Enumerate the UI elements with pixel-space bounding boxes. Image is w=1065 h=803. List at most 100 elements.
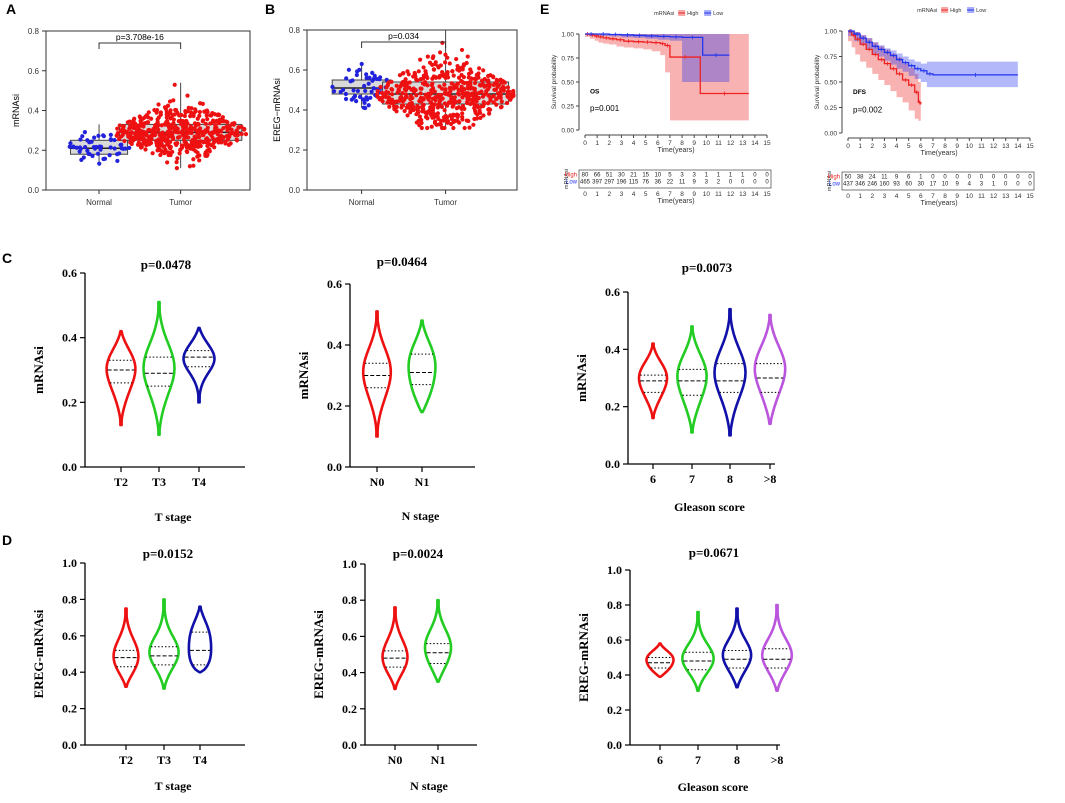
data-point <box>219 119 224 124</box>
data-point <box>415 78 420 83</box>
data-point <box>467 125 472 130</box>
chart-title: p=0.0152 <box>143 546 193 561</box>
data-point <box>78 137 83 142</box>
risk-count: 17 <box>930 182 937 188</box>
data-point <box>390 92 395 97</box>
risk-count: 1 <box>717 173 721 179</box>
data-point <box>82 129 87 135</box>
data-point <box>165 160 170 165</box>
data-point <box>174 166 179 171</box>
data-point <box>470 86 476 91</box>
risk-count: 437 <box>843 182 854 188</box>
data-point <box>159 132 164 137</box>
violin-shape <box>637 342 669 420</box>
data-point <box>438 122 443 127</box>
data-point <box>439 86 445 91</box>
data-point <box>397 98 402 103</box>
risk-x-tick-label: 8 <box>943 193 947 200</box>
y-tick-label: 0.4 <box>607 668 622 682</box>
data-point <box>205 128 210 134</box>
data-point <box>175 126 180 131</box>
data-point <box>165 103 171 108</box>
risk-count: 93 <box>893 182 900 188</box>
data-point <box>179 121 184 127</box>
data-point <box>344 76 349 81</box>
data-point <box>506 95 511 100</box>
risk-count: 0 <box>968 175 972 181</box>
data-point <box>155 117 160 122</box>
y-tick-label: 0.6 <box>605 285 620 299</box>
data-point <box>219 140 224 145</box>
data-point <box>162 132 167 137</box>
survival-type-label: OS <box>590 89 600 96</box>
box-dot-chart-A: 0.0 0.2 0.4 0.6 0.8 mRNAsi Normal Tumor p=3.708e… <box>11 27 251 207</box>
data-point <box>188 113 193 118</box>
data-point <box>450 69 455 74</box>
x-tick-label: 4 <box>895 143 899 150</box>
data-point <box>370 70 375 75</box>
data-point <box>442 108 447 113</box>
data-point <box>459 47 465 53</box>
data-point <box>405 113 410 118</box>
data-point <box>501 88 506 93</box>
data-point <box>150 151 155 156</box>
risk-x-tick-label: 1 <box>858 193 862 200</box>
data-point <box>198 143 203 149</box>
violin-shape <box>407 319 437 414</box>
risk-count: 9 <box>895 175 899 181</box>
data-point <box>476 95 481 101</box>
data-point <box>195 150 200 155</box>
data-point <box>446 91 452 96</box>
risk-x-tick-label: 9 <box>955 193 959 200</box>
y-tick-label: 0.2 <box>607 703 622 717</box>
data-point <box>431 67 436 72</box>
violin-shape <box>381 606 409 691</box>
y-axis-label: mRNAsi <box>296 351 311 399</box>
data-point <box>442 101 448 106</box>
data-point <box>482 92 487 97</box>
data-point <box>389 101 394 106</box>
data-point <box>195 154 200 159</box>
risk-table-title: mRNAsi <box>564 169 570 189</box>
data-point <box>218 128 223 133</box>
y-tick-label: 1.00 <box>824 29 837 36</box>
data-point <box>197 109 202 115</box>
y-tick-label: 0.4 <box>62 665 77 679</box>
data-point <box>152 133 157 138</box>
x-tick-label: 11 <box>978 143 985 150</box>
data-point <box>481 113 486 118</box>
x-tick-label: T2 <box>119 753 133 767</box>
data-point <box>108 132 113 137</box>
data-point <box>451 73 456 78</box>
violin-shape <box>182 326 216 404</box>
data-point <box>134 131 139 136</box>
risk-count: 4 <box>968 182 972 188</box>
legend-label: Low <box>713 11 723 17</box>
data-point <box>126 134 131 139</box>
y-axis-label: Survival probability <box>814 54 821 109</box>
data-point <box>343 96 349 102</box>
confidence-band <box>585 34 730 82</box>
data-point <box>186 143 191 148</box>
data-point <box>468 76 473 81</box>
panel-label-e: E <box>540 1 549 17</box>
data-point <box>156 142 161 148</box>
x-tick-label: Tumor <box>169 198 192 207</box>
violin-chart-D3: p=0.0671 0.0 0.2 0.4 0.6 0.8 1.0 EREG-mRNAsi Gle… <box>576 545 794 794</box>
data-point <box>430 111 435 116</box>
data-point <box>460 104 466 109</box>
data-point <box>119 128 125 133</box>
data-point <box>189 139 194 144</box>
data-point <box>213 128 218 134</box>
x-tick-label: 8 <box>680 140 684 147</box>
data-point <box>143 114 148 119</box>
data-point <box>164 115 169 120</box>
data-point <box>417 114 423 119</box>
violin-chart-C2: p=0.0464 0.0 0.2 0.4 0.6 mRNAsi N stage N0 N1 <box>296 254 475 523</box>
data-point <box>129 121 135 126</box>
p-value-annotation: p=3.708e-16 <box>116 32 164 42</box>
y-tick-label: 0.75 <box>824 54 837 61</box>
risk-count: 0 <box>1028 175 1032 181</box>
data-point <box>90 153 95 159</box>
